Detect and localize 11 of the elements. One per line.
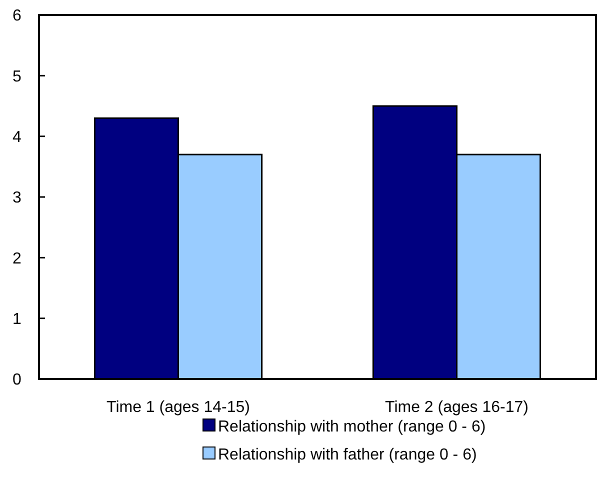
y-tick-label: 4	[12, 128, 22, 146]
y-tick-label: 2	[12, 250, 22, 268]
y-tick-label: 0	[12, 372, 22, 389]
y-tick-label: 3	[12, 190, 22, 207]
y-tick-label: 5	[12, 68, 22, 86]
legend-label: Relationship with father (range 0 - 6)	[218, 446, 477, 464]
legend-label: Relationship with mother (range 0 - 6)	[218, 418, 486, 436]
y-tick-label: 1	[12, 310, 22, 328]
x-tick-label: Time 2 (ages 16-17)	[385, 399, 528, 416]
y-tick-label: 6	[12, 8, 22, 25]
x-tick-label: Time 1 (ages 14-15)	[106, 399, 250, 416]
